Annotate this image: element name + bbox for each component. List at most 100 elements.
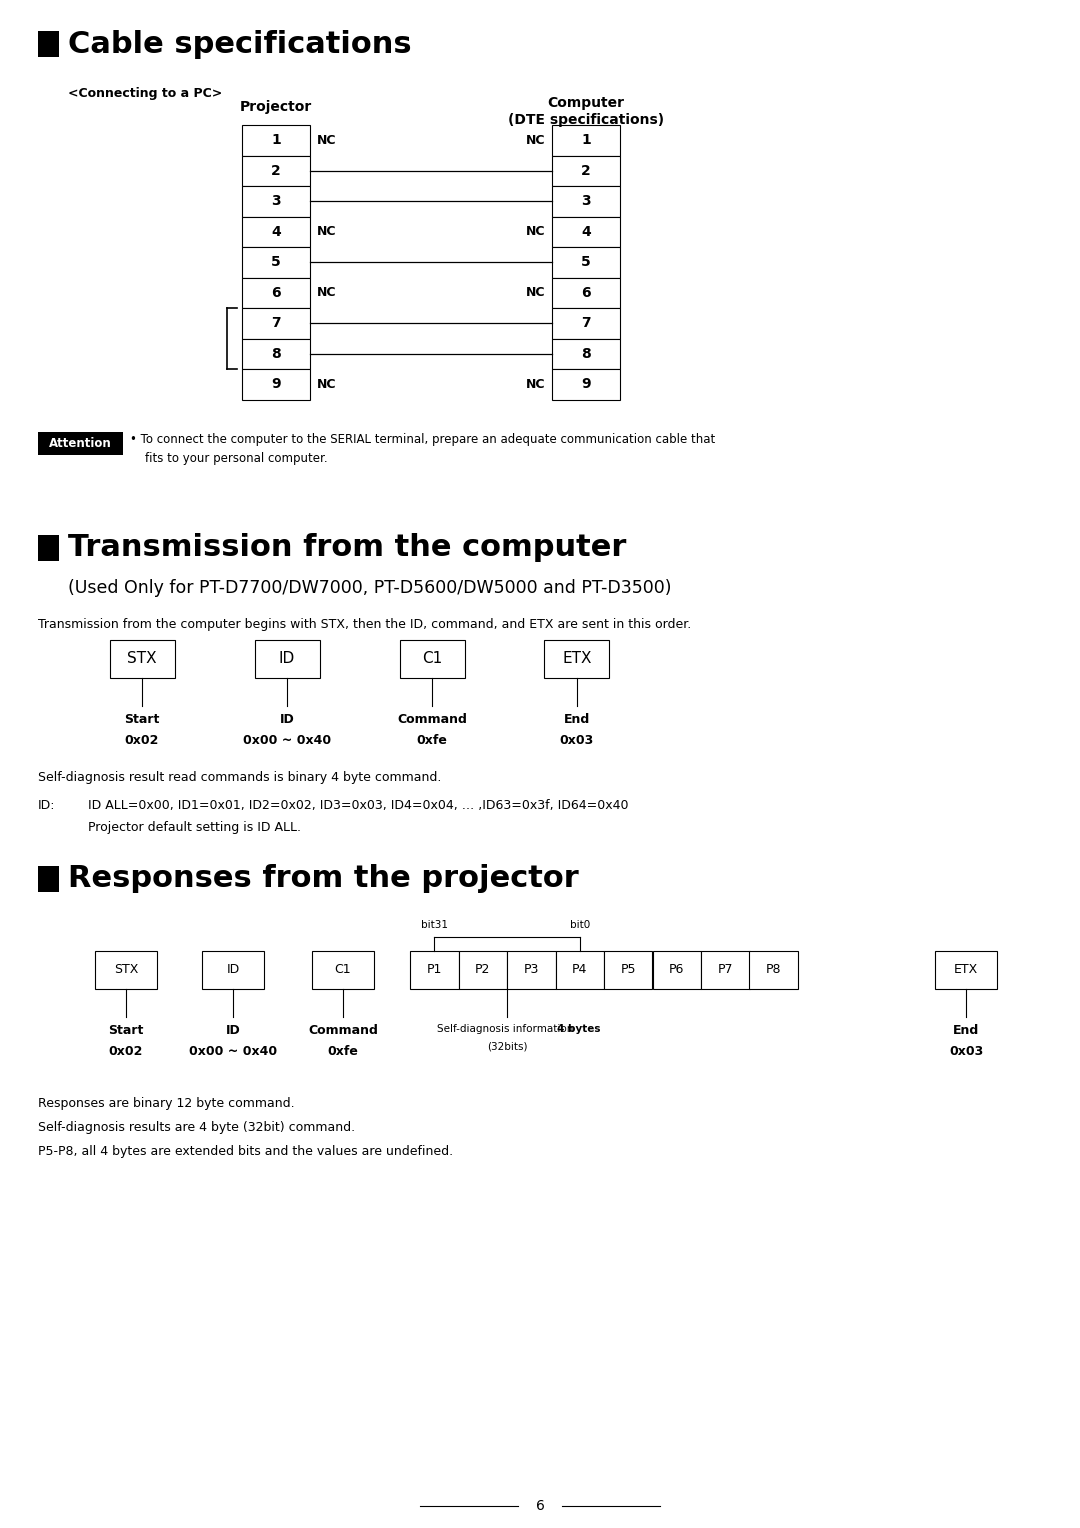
Bar: [38, 31, 59, 57]
Text: 4 bytes: 4 bytes: [557, 1024, 600, 1033]
Bar: [38, 432, 123, 454]
Bar: [652, 950, 701, 989]
Bar: [552, 278, 620, 309]
Bar: [312, 950, 374, 989]
Text: C1: C1: [422, 651, 442, 666]
Bar: [242, 248, 310, 278]
Text: STX: STX: [113, 963, 138, 976]
Text: ID ALL=0x00, ID1=0x01, ID2=0x02, ID3=0x03, ID4=0x04, … ,ID63=0x3f, ID64=0x40: ID ALL=0x00, ID1=0x01, ID2=0x02, ID3=0x0…: [87, 799, 629, 811]
Bar: [507, 950, 555, 989]
Text: 0xfe: 0xfe: [417, 733, 447, 747]
Text: Transmission from the computer: Transmission from the computer: [68, 533, 626, 562]
Text: 2: 2: [271, 163, 281, 177]
Bar: [242, 368, 310, 399]
Text: 0x03: 0x03: [559, 733, 594, 747]
Text: Responses from the projector: Responses from the projector: [68, 863, 579, 892]
Bar: [242, 217, 310, 248]
Text: 8: 8: [581, 347, 591, 361]
Text: ID: ID: [279, 651, 295, 666]
Bar: [255, 640, 320, 677]
Text: bit31: bit31: [421, 920, 448, 929]
Text: STX: STX: [127, 651, 157, 666]
Text: 8: 8: [271, 347, 281, 361]
Text: NC: NC: [318, 286, 337, 299]
Bar: [552, 309, 620, 339]
Text: (Used Only for PT-D7700/DW7000, PT-D5600/DW5000 and PT-D3500): (Used Only for PT-D7700/DW7000, PT-D5600…: [68, 579, 672, 596]
Bar: [38, 535, 59, 561]
Text: P1: P1: [427, 963, 442, 976]
Bar: [750, 950, 798, 989]
Text: ETX: ETX: [563, 651, 592, 666]
Bar: [552, 156, 620, 186]
Text: Self-diagnosis result read commands is binary 4 byte command.: Self-diagnosis result read commands is b…: [38, 772, 442, 784]
Bar: [242, 186, 310, 217]
Bar: [242, 125, 310, 156]
Text: P3: P3: [524, 963, 539, 976]
Text: Command: Command: [308, 1024, 378, 1038]
Text: 0x03: 0x03: [949, 1045, 983, 1057]
Bar: [552, 248, 620, 278]
Text: NC: NC: [318, 134, 337, 147]
Text: ID: ID: [227, 963, 240, 976]
Text: Attention: Attention: [49, 437, 112, 451]
Text: P5-P8, all 4 bytes are extended bits and the values are undefined.: P5-P8, all 4 bytes are extended bits and…: [38, 1144, 454, 1158]
Text: 0xfe: 0xfe: [327, 1045, 359, 1057]
Text: 2: 2: [581, 163, 591, 177]
Text: Projector: Projector: [240, 99, 312, 115]
Text: End: End: [953, 1024, 980, 1038]
Bar: [202, 950, 264, 989]
Text: fits to your personal computer.: fits to your personal computer.: [145, 452, 327, 465]
Text: ETX: ETX: [954, 963, 978, 976]
Text: 5: 5: [581, 255, 591, 269]
Bar: [701, 950, 750, 989]
Text: 7: 7: [581, 316, 591, 330]
Bar: [604, 950, 652, 989]
Text: 9: 9: [581, 377, 591, 391]
Text: NC: NC: [526, 286, 545, 299]
Text: 3: 3: [271, 194, 281, 208]
Text: P4: P4: [572, 963, 588, 976]
Text: 0x02: 0x02: [109, 1045, 144, 1057]
Text: Transmission from the computer begins with STX, then the ID, command, and ETX ar: Transmission from the computer begins wi…: [38, 617, 691, 631]
Text: NC: NC: [318, 377, 337, 391]
Bar: [552, 339, 620, 368]
Bar: [400, 640, 464, 677]
Text: P2: P2: [475, 963, 490, 976]
Text: 3: 3: [581, 194, 591, 208]
Bar: [552, 125, 620, 156]
Text: 0x02: 0x02: [125, 733, 159, 747]
Text: Responses are binary 12 byte command.: Responses are binary 12 byte command.: [38, 1097, 295, 1109]
Text: Command: Command: [397, 714, 467, 726]
Bar: [552, 186, 620, 217]
Bar: [242, 309, 310, 339]
Text: 1: 1: [271, 133, 281, 147]
Text: Start: Start: [124, 714, 160, 726]
Text: End: End: [564, 714, 590, 726]
Bar: [552, 368, 620, 399]
Text: P7: P7: [717, 963, 733, 976]
Text: ID: ID: [226, 1024, 241, 1038]
Text: <Connecting to a PC>: <Connecting to a PC>: [68, 87, 222, 99]
Bar: [95, 950, 157, 989]
Bar: [544, 640, 609, 677]
Text: 6: 6: [581, 286, 591, 299]
Bar: [935, 950, 997, 989]
Text: bit0: bit0: [569, 920, 590, 929]
Bar: [242, 156, 310, 186]
Text: 4: 4: [581, 225, 591, 238]
Text: P6: P6: [670, 963, 685, 976]
Text: (32bits): (32bits): [487, 1042, 527, 1051]
Text: 9: 9: [271, 377, 281, 391]
Bar: [555, 950, 604, 989]
Text: 0x00 ~ 0x40: 0x00 ~ 0x40: [243, 733, 332, 747]
Text: P5: P5: [621, 963, 636, 976]
Bar: [38, 865, 59, 891]
Text: C1: C1: [335, 963, 351, 976]
Text: NC: NC: [526, 225, 545, 238]
Bar: [242, 278, 310, 309]
Text: 6: 6: [536, 1499, 544, 1513]
Text: Cable specifications: Cable specifications: [68, 29, 411, 58]
Text: 1: 1: [581, 133, 591, 147]
Text: Computer: Computer: [548, 96, 624, 110]
Text: Self-diagnosis results are 4 byte (32bit) command.: Self-diagnosis results are 4 byte (32bit…: [38, 1122, 355, 1134]
